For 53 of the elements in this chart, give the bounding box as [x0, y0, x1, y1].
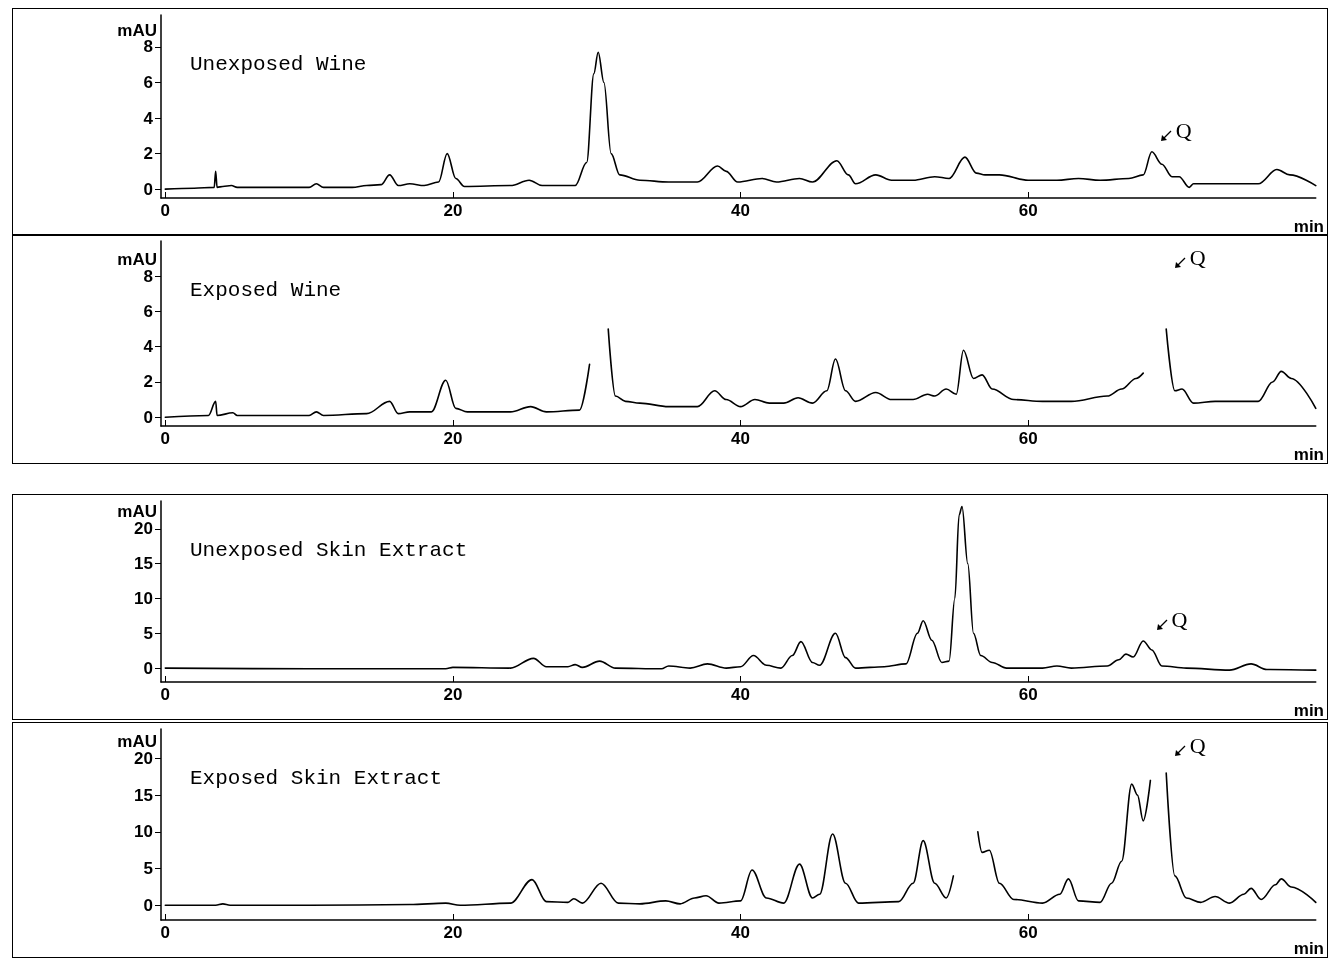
y-tick-label: 5 [143, 859, 153, 879]
x-tick-label: 0 [160, 429, 171, 448]
y-tick-label: 2 [143, 372, 153, 392]
x-axis-title: min [1293, 445, 1325, 464]
y-tick-label: 5 [143, 623, 153, 643]
y-tick-label: 20 [134, 748, 153, 768]
text: Unexposed Skin Extract [190, 539, 468, 562]
x-tick-label: 0 [160, 685, 171, 704]
x-tick-label: 20 [443, 429, 463, 448]
x-tick-label: 40 [731, 429, 751, 448]
x-tick-label: 40 [731, 201, 751, 220]
y-axis-title: mAU [117, 502, 157, 522]
x-tick-label: 0 [160, 201, 171, 220]
x-axis-title: min [1293, 217, 1325, 236]
y-tick-label: 10 [134, 588, 153, 608]
y-tick-label: 4 [143, 337, 154, 357]
y-tick-label: 2 [143, 144, 153, 164]
y-axis-title: mAU [117, 731, 157, 751]
x-tick-label: 20 [443, 685, 463, 704]
x-tick-label: 40 [731, 685, 751, 704]
annotation: Q [1189, 733, 1206, 758]
x-tick-label: 0 [160, 923, 171, 942]
y-tick-label: 6 [143, 73, 153, 93]
y-tick-label: 8 [143, 37, 153, 57]
x-tick-label: 60 [1018, 429, 1038, 448]
y-tick-label: 4 [143, 108, 154, 128]
line-series [164, 505, 1317, 671]
y-tick-label: 20 [134, 519, 153, 539]
y-tick-label: 0 [143, 179, 153, 199]
x-axis-title: min [1293, 701, 1325, 720]
annotation: Q [1171, 606, 1188, 632]
y-tick-label: 0 [143, 658, 153, 678]
text: Unexposed Wine [190, 53, 367, 76]
y-tick-label: 8 [143, 266, 153, 286]
x-tick-label: 60 [1018, 685, 1038, 704]
text: Exposed Skin Extract [190, 767, 443, 790]
annotation: Q [1189, 245, 1206, 270]
x-tick-label: 60 [1018, 923, 1038, 942]
y-tick-label: 15 [134, 554, 153, 574]
x-tick-label: 40 [731, 923, 751, 942]
y-tick-label: 6 [143, 301, 153, 321]
x-tick-label: 20 [443, 923, 463, 942]
y-axis-title: mAU [117, 249, 157, 269]
y-tick-label: 0 [143, 407, 153, 427]
text: Exposed Wine [190, 279, 342, 302]
annotation: Q [1175, 117, 1192, 143]
y-tick-label: 10 [134, 822, 153, 842]
x-tick-label: 20 [443, 201, 463, 220]
y-tick-label: 0 [143, 895, 153, 915]
y-axis-title: mAU [117, 20, 157, 40]
x-tick-label: 60 [1018, 201, 1038, 220]
y-tick-label: 15 [134, 785, 153, 805]
x-axis-title: min [1293, 939, 1325, 958]
